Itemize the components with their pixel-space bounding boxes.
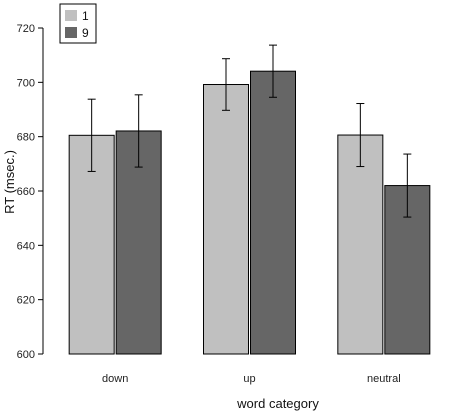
legend-label-1: 1 [82,9,89,23]
x-tick-label: neutral [367,373,401,385]
y-tick-label: 700 [17,77,35,89]
legend-swatch-9 [65,27,77,38]
y-tick-label: 720 [17,23,35,35]
legend-swatch-1 [65,10,77,21]
x-tick-label: down [102,373,128,385]
x-axis-title: word category [236,396,319,411]
error-bars [87,44,412,218]
bar-down-9 [115,130,162,355]
legend: 1 9 [59,3,97,44]
y-tick-label: 660 [17,186,35,198]
y-tick-label: 640 [17,240,35,252]
x-tick-label: up [243,373,255,385]
y-tick-label: 600 [17,349,35,361]
bars [68,70,431,355]
bar-up-1 [203,84,249,355]
bar-neutral-1 [337,134,384,355]
y-tick-label: 680 [17,132,35,144]
y-tick-label: 620 [17,295,35,307]
y-axis-title: RT (msec.) [2,150,17,214]
x-axis: down up neutral [102,373,401,385]
y-axis: 600 620 640 660 680 700 720 [17,23,44,361]
legend-label-9: 9 [82,26,89,40]
bar-up-9 [250,70,296,355]
